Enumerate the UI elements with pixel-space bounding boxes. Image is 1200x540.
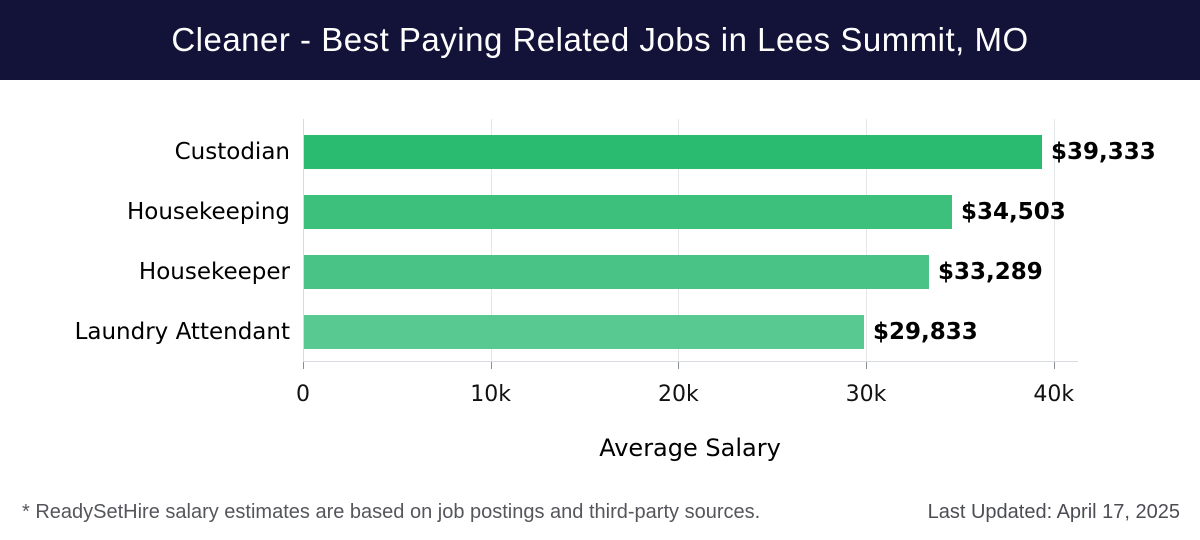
value-label: $33,289 bbox=[938, 259, 1043, 285]
bar-laundry-attendant bbox=[304, 315, 864, 349]
gridline-30k bbox=[866, 119, 868, 361]
gridline-20k bbox=[678, 119, 680, 361]
page-title: Cleaner - Best Paying Related Jobs in Le… bbox=[171, 21, 1029, 58]
tick-label-30k: 30k bbox=[845, 382, 887, 407]
bar-housekeeping bbox=[304, 195, 952, 229]
category-label: Housekeeper bbox=[138, 259, 290, 285]
x-axis-line bbox=[303, 361, 1078, 362]
tick-label-20k: 20k bbox=[657, 382, 699, 407]
tick-mark-0 bbox=[303, 362, 304, 369]
category-label: Housekeeping bbox=[126, 199, 290, 225]
tick-label-40k: 40k bbox=[1033, 382, 1075, 407]
tick-label-10k: 10k bbox=[470, 382, 512, 407]
footer-disclaimer: * ReadySetHire salary estimates are base… bbox=[22, 501, 761, 523]
y-axis-line bbox=[303, 119, 304, 361]
category-label: Custodian bbox=[174, 139, 290, 165]
last-updated-label: Last Updated: April 17, 2025 bbox=[927, 501, 1180, 523]
value-label: $29,833 bbox=[873, 319, 978, 345]
tick-mark-10k bbox=[490, 362, 492, 369]
header-banner: Cleaner - Best Paying Related Jobs in Le… bbox=[0, 0, 1200, 80]
value-label: $34,503 bbox=[961, 199, 1066, 225]
bar-custodian bbox=[304, 135, 1042, 169]
tick-label-0: 0 bbox=[296, 382, 310, 407]
tick-mark-30k bbox=[866, 362, 868, 369]
tick-mark-20k bbox=[678, 362, 680, 369]
gridline-10k bbox=[490, 119, 492, 361]
bar-housekeeper bbox=[304, 255, 929, 289]
x-axis-title: Average Salary bbox=[599, 434, 781, 462]
category-label: Laundry Attendant bbox=[74, 319, 290, 345]
value-label: $39,333 bbox=[1051, 139, 1156, 165]
gridline-40k bbox=[1053, 119, 1055, 361]
tick-mark-40k bbox=[1053, 362, 1055, 369]
